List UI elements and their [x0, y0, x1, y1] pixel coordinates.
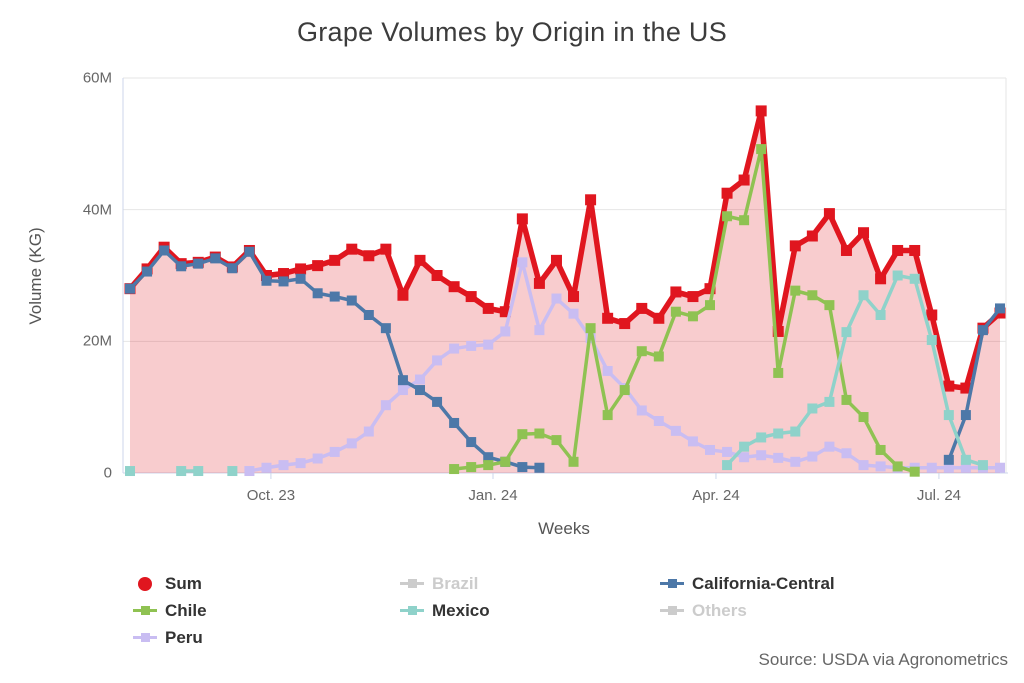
series-sum — [124, 105, 1006, 474]
x-tick-label: Jul. 24 — [916, 487, 962, 504]
legend-label-others: Others — [692, 600, 747, 620]
legend-label-mexico: Mexico — [432, 600, 490, 620]
legend-item-chile[interactable]: Chile — [133, 601, 400, 621]
legend-item-mexico[interactable]: Mexico — [400, 601, 660, 621]
chile-marker-icon — [133, 604, 157, 618]
y-tick-label: 60M — [82, 69, 112, 87]
legend-item-others[interactable]: Others — [660, 601, 960, 621]
gridlines — [123, 77, 1007, 473]
legend-label-brazil: Brazil — [432, 573, 479, 593]
legend-label-california-central: California-Central — [692, 573, 835, 593]
california-central-marker-icon — [660, 577, 684, 591]
x-tick-label: Jan. 24 — [468, 487, 518, 504]
sum-area — [130, 110, 1000, 474]
source-credit: Source: USDA via Agronometrics — [758, 650, 1008, 669]
chart-title: Grape Volumes by Origin in the US — [296, 17, 728, 47]
legend-label-sum: Sum — [165, 573, 202, 593]
peru-marker-icon — [133, 631, 157, 645]
x-tick-label: Oct. 23 — [246, 487, 296, 504]
mexico-marker-icon — [400, 604, 424, 618]
x-tick-label: Apr. 24 — [692, 487, 740, 504]
y-tick-label: 0 — [103, 464, 112, 482]
legend-label-chile: Chile — [165, 600, 207, 620]
legend-label-peru: Peru — [165, 627, 203, 647]
legend-item-peru[interactable]: Peru — [133, 628, 400, 648]
others-marker-icon — [660, 604, 684, 618]
axes — [122, 78, 1008, 479]
legend-item-california-central[interactable]: California-Central — [660, 574, 960, 594]
series-mexico — [125, 270, 988, 477]
x-axis-title: Weeks — [538, 519, 590, 538]
y-tick-label: 20M — [82, 332, 112, 350]
legend-item-brazil[interactable]: Brazil — [400, 574, 660, 594]
y-tick-label: 40M — [82, 201, 112, 219]
legend: Sum Brazil California-Central Chile Mexi… — [133, 570, 960, 651]
legend-item-sum[interactable]: Sum — [133, 574, 400, 594]
series-chile — [449, 144, 920, 477]
brazil-marker-icon — [400, 577, 424, 591]
sum-marker-icon — [133, 576, 157, 591]
